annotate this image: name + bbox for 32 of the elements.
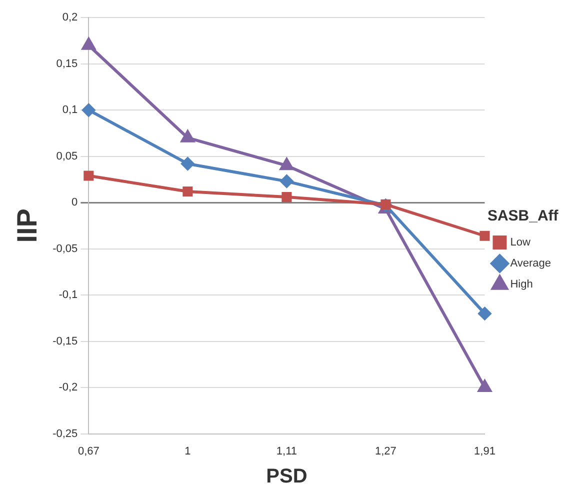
y-tick-label: 0,05	[56, 150, 78, 162]
y-tick-label: -0,15	[52, 335, 78, 348]
legend-label: Average	[510, 258, 552, 270]
point	[282, 192, 292, 202]
legend-title: SASB_Aff	[487, 208, 560, 225]
point	[181, 157, 194, 170]
point	[180, 130, 194, 142]
point	[84, 170, 94, 181]
point	[478, 380, 492, 392]
y-axis-title: IIP	[12, 208, 43, 243]
y-tick-label: 0,1	[62, 104, 78, 116]
point	[280, 174, 294, 188]
y-tick-label: -0,2	[58, 382, 78, 394]
x-axis-title: PSD	[266, 466, 308, 488]
point	[182, 186, 193, 197]
x-tick-label: 1,91	[474, 445, 496, 458]
x-tick-label: 1	[184, 445, 191, 458]
y-tick-label: -0,25	[52, 428, 78, 440]
point	[478, 307, 492, 320]
y-tick-label: 0,15	[56, 58, 78, 70]
x-tick-label: 1,27	[375, 445, 396, 458]
point	[82, 38, 96, 50]
y-tick-label: -0,1	[58, 289, 78, 302]
legend-label: Low	[510, 236, 530, 249]
point	[280, 158, 294, 170]
point	[480, 230, 490, 241]
legend-label: High	[510, 278, 533, 291]
y-tick-label: -0,05	[52, 242, 78, 255]
x-tick-label: 0,67	[78, 445, 100, 458]
x-tick-label: 1,11	[276, 445, 297, 458]
y-tick-label: 0	[72, 196, 78, 209]
y-tick-label: 0,2	[62, 12, 78, 24]
